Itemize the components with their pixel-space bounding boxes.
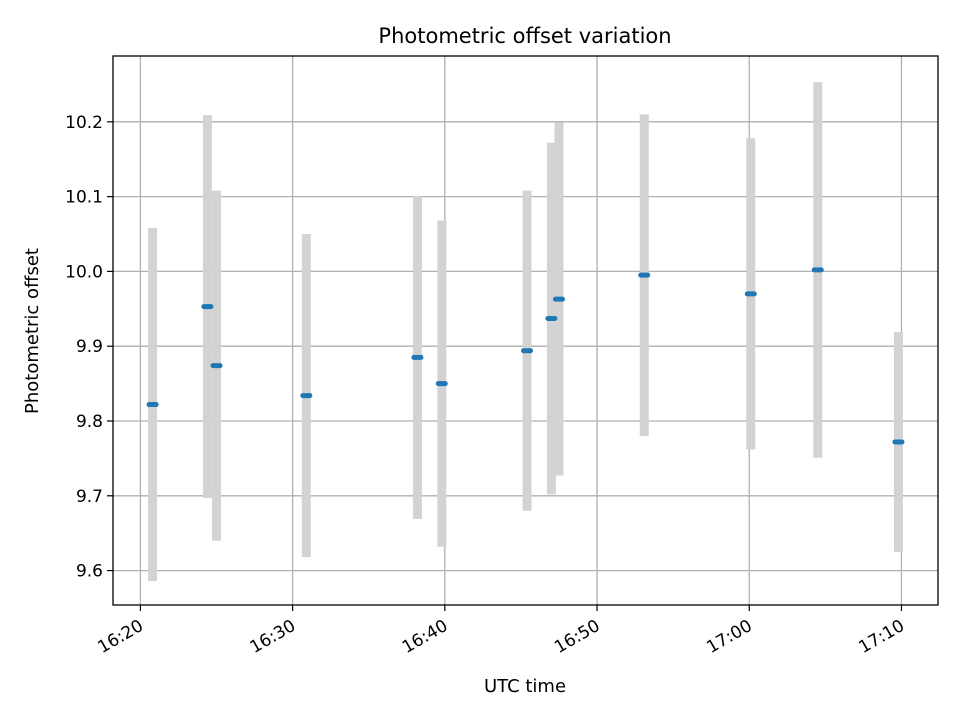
x-tick-label: 16:50 xyxy=(551,616,603,658)
y-tick-label: 9.8 xyxy=(76,412,103,432)
x-tick-label: 17:00 xyxy=(703,616,755,658)
x-tick-label: 16:40 xyxy=(399,616,451,658)
plot-frame xyxy=(112,55,939,606)
y-tick-label: 10.1 xyxy=(65,188,103,208)
y-tick-label: 10.2 xyxy=(65,113,103,133)
x-axis-title: UTC time xyxy=(484,676,566,697)
chart-title: Photometric offset variation xyxy=(378,24,671,48)
y-axis-ticks: 9.6 9.7 9.8 9.9 10.0 10.1 10.2 xyxy=(65,113,113,582)
y-tick-label: 9.7 xyxy=(76,487,103,507)
x-axis-ticks: 16:20 16:30 16:40 16:50 17:00 17:10 xyxy=(94,605,908,658)
y-tick-label: 10.0 xyxy=(65,262,103,282)
y-tick-label: 9.6 xyxy=(76,562,103,582)
x-tick-label: 16:20 xyxy=(94,616,146,658)
error-bars xyxy=(148,82,903,582)
y-tick-label: 9.9 xyxy=(76,337,103,357)
data-points xyxy=(146,267,905,445)
x-tick-label: 17:10 xyxy=(856,616,908,658)
y-axis-title: Photometric offset xyxy=(22,248,43,414)
x-tick-label: 16:30 xyxy=(247,616,299,658)
